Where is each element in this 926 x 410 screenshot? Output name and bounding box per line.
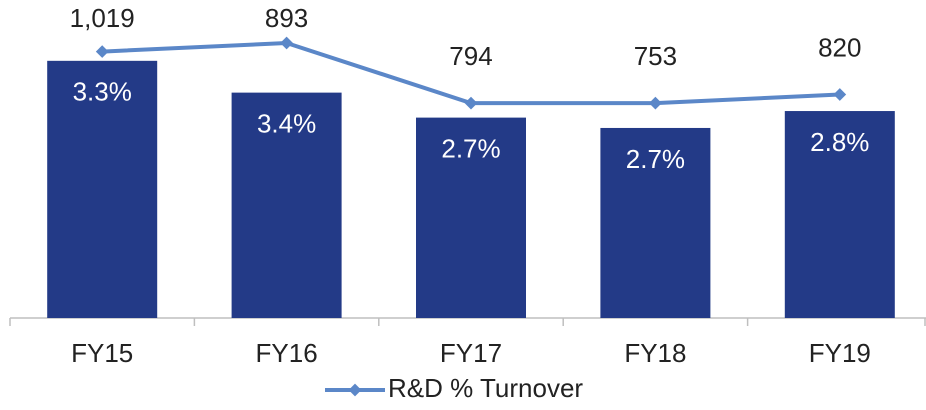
bar-value-label: 794 <box>449 41 492 71</box>
line-value-label: 2.7% <box>626 144 685 174</box>
line-marker <box>95 45 109 58</box>
bar-value-label: 893 <box>265 3 308 33</box>
line-marker <box>833 88 847 101</box>
legend-label: R&D % Turnover <box>388 373 583 403</box>
line-marker <box>649 96 662 110</box>
x-tick-label: FY18 <box>624 338 686 368</box>
x-tick-label: FY17 <box>440 338 502 368</box>
bar-value-label: 1,019 <box>70 3 135 33</box>
bar <box>47 60 158 318</box>
line-value-label: 3.4% <box>257 108 316 138</box>
x-tick-label: FY16 <box>256 338 318 368</box>
line-marker <box>464 96 478 110</box>
bar <box>600 127 711 318</box>
line-value-label: 3.3% <box>73 77 132 107</box>
bar-value-label: 820 <box>818 32 861 62</box>
legend-marker <box>348 383 362 397</box>
x-tick-label: FY15 <box>71 338 133 368</box>
bar <box>784 111 895 318</box>
bar <box>416 117 526 318</box>
bar <box>231 92 342 318</box>
x-tick-label: FY19 <box>809 338 871 368</box>
line-value-label: 2.8% <box>810 127 869 157</box>
line-value-label: 2.7% <box>441 133 500 163</box>
line-marker <box>280 36 293 50</box>
bar-value-label: 753 <box>634 41 677 71</box>
